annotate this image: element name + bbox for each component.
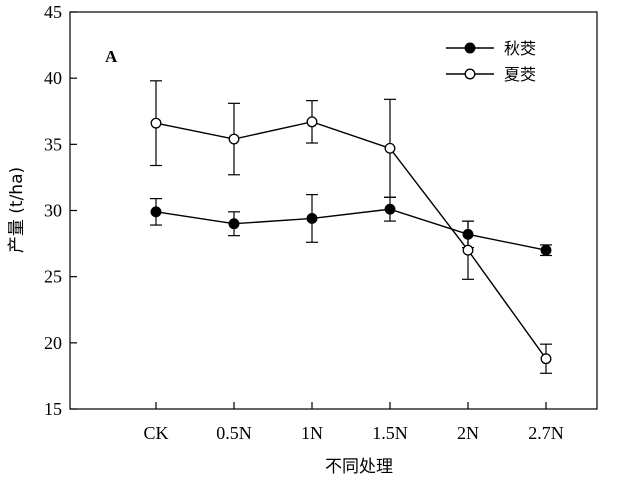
legend-marker [465,43,475,53]
data-point [151,207,161,217]
data-point [385,144,395,154]
legend-marker [465,69,475,79]
y-tick-label: 35 [44,134,62,154]
series-1 [150,195,552,256]
data-point [307,214,317,224]
legend-label: 秋茭 [504,39,536,58]
legend-item: 秋茭 [446,39,536,58]
data-point [463,245,473,255]
data-point [307,117,317,127]
y-tick-label: 15 [44,399,62,419]
y-tick-label: 20 [44,333,62,353]
data-point [151,118,161,128]
y-tick-label: 40 [44,68,62,88]
x-tick-label: 1.5N [372,423,408,443]
y-tick-label: 30 [44,201,62,221]
data-point [541,354,551,364]
series-2 [150,81,552,373]
y-tick-label: 45 [44,2,62,22]
legend-label: 夏茭 [504,65,536,84]
data-point [541,245,551,255]
series-line [156,122,546,359]
x-tick-label: 2.7N [528,423,564,443]
x-tick-label: CK [143,423,168,443]
chart-ticks: 15 20 25 30 35 40 45 CK 0.5N 1N 1.5N 2N 2.7N [44,2,564,443]
y-axis-title: 产量 (t/ha) [7,167,27,253]
yield-line-chart: 15202530354045CK0.5N1N1.5N2N2.7N A 不同处理 … [0,0,630,482]
data-point [229,134,239,144]
x-tick-label: 1N [301,423,323,443]
panel-label: A [105,47,118,66]
x-axis-title: 不同处理 [325,457,393,477]
data-point [385,204,395,214]
chart-series [150,81,552,373]
legend-item: 夏茭 [446,65,536,84]
x-tick-label: 2N [457,423,479,443]
y-tick-label: 25 [44,267,62,287]
x-tick-label: 0.5N [216,423,252,443]
chart-legend: 秋茭夏茭 [446,39,536,84]
series-line [156,209,546,250]
data-point [229,219,239,229]
